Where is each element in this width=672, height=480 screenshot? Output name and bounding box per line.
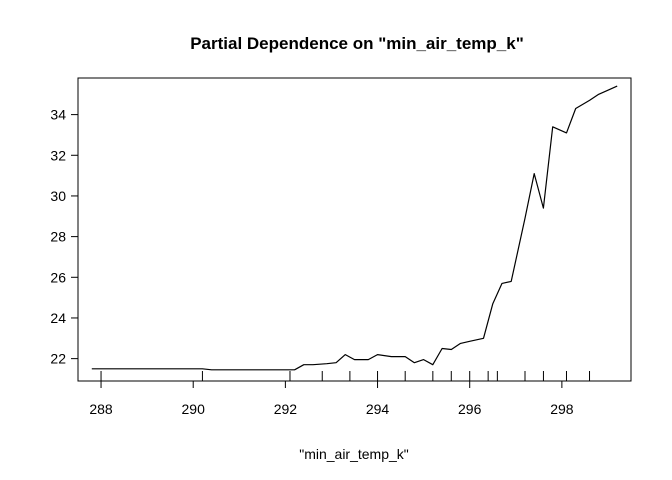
y-tick-label-2: 26 — [50, 269, 66, 285]
x-tick-label-3: 294 — [366, 401, 390, 417]
partial-dependence-line — [91, 85, 618, 371]
x-tick-label-2: 292 — [274, 401, 298, 417]
chart-title: Partial Dependence on "min_air_temp_k" — [190, 34, 524, 53]
x-tick-label-1: 290 — [182, 401, 206, 417]
plot-frame — [77, 77, 632, 382]
rug-marks — [100, 371, 591, 381]
y-tick-label-0: 22 — [50, 351, 66, 367]
x-axis-label: "min_air_temp_k" — [299, 446, 409, 462]
y-tick-label-3: 28 — [50, 229, 66, 245]
x-tick-label-0: 288 — [89, 401, 113, 417]
x-axis: 288 290 292 294 296 298 — [89, 380, 574, 417]
y-axis: 22 24 26 28 30 32 34 — [50, 107, 79, 367]
y-tick-label-4: 30 — [50, 188, 66, 204]
y-tick-label-5: 32 — [50, 147, 66, 163]
x-tick-label-5: 298 — [550, 401, 574, 417]
x-tick-label-4: 296 — [458, 401, 482, 417]
y-tick-label-6: 34 — [50, 107, 66, 123]
y-tick-label-1: 24 — [50, 310, 66, 326]
